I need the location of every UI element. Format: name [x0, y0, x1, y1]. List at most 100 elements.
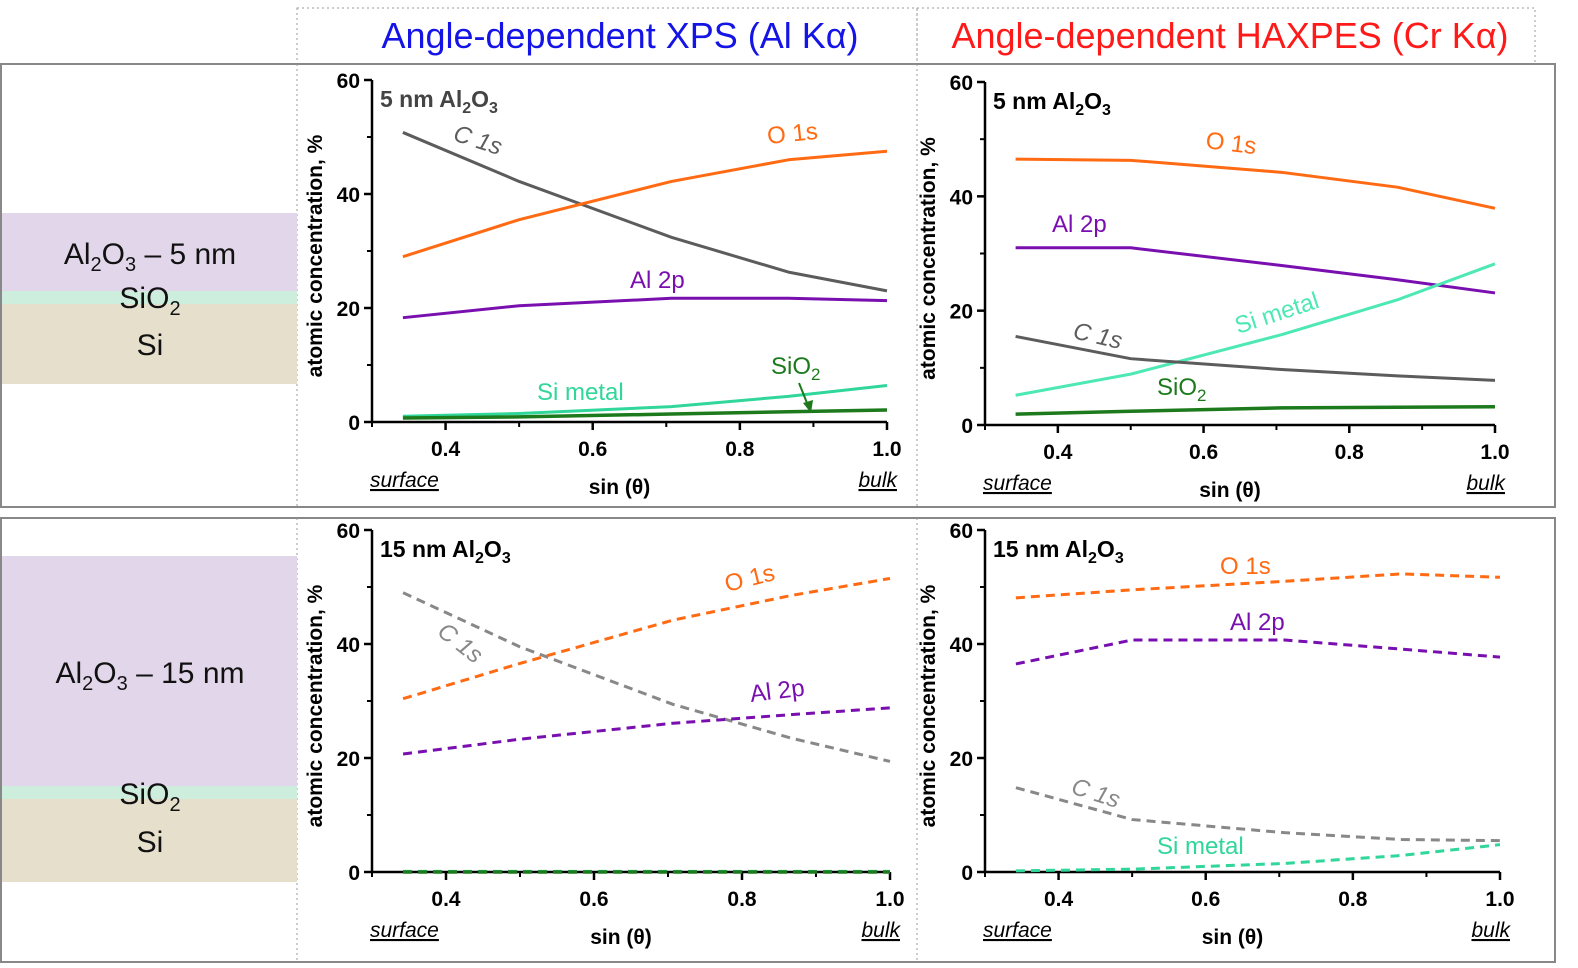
label-part: O [1220, 553, 1245, 580]
x-tick-label: 1.0 [1480, 441, 1509, 464]
panel-title-part: 3 [502, 550, 511, 567]
panel-title-part: 2 [1075, 102, 1084, 119]
panel-title-part: O [471, 86, 489, 112]
series-label-al-2p: Al 2p [748, 674, 806, 707]
y-tick-label: 60 [950, 520, 973, 543]
series-line-o-1s [1015, 157, 1496, 210]
panel-title-part: 3 [1102, 102, 1111, 119]
label-part: Al [748, 678, 779, 708]
series-label-si-metal: Si metal [1232, 287, 1323, 339]
y-tick-label: 40 [950, 186, 973, 209]
label-part: s [1259, 553, 1271, 580]
series-line-si-metal [402, 384, 888, 418]
x-tick-label: 0.4 [431, 438, 461, 461]
x-tick-label: 0.8 [727, 888, 757, 911]
series-line-o-1s [1015, 572, 1501, 600]
label-part: 1 [791, 119, 807, 147]
layer-label-si-15nm: Si [137, 826, 164, 859]
layer-si-5nm [2, 304, 297, 384]
series-line-c-1s [1015, 334, 1496, 382]
y-axis-title: atomic concentration, % [917, 137, 940, 380]
row-frame-bottom [0, 517, 1556, 963]
label-part: C [1071, 318, 1100, 350]
label-part: 2 [776, 676, 793, 704]
label-part: Si metal [537, 379, 624, 406]
y-tick-label: 60 [337, 70, 360, 93]
panel-haxpes-15nm: 0 20 40 60 0.4 0.6 0.8 1.0 atomic concentration,… [917, 520, 1515, 949]
x-tick-label: 0.8 [725, 438, 755, 461]
label-part: 1 [1094, 323, 1113, 352]
series-line-sio2 [1015, 404, 1496, 416]
x-tick-label: 0.8 [1338, 888, 1368, 911]
label-part: s [804, 118, 819, 146]
series-line-o-1s [402, 149, 888, 259]
y-tick-label: 20 [337, 748, 360, 771]
y-axis-title: atomic concentration, % [917, 584, 940, 827]
series-line-c-1s [402, 591, 891, 763]
label-part: Al [630, 267, 658, 294]
layer-al2o3-15nm [2, 556, 297, 786]
y-tick-label: 20 [337, 298, 360, 321]
panel-title-part: 3 [1115, 550, 1124, 567]
y-tick-label: 40 [337, 184, 360, 207]
label-part: p [790, 674, 807, 702]
series-label-o-1s: O 1s [1220, 553, 1271, 580]
x-tick-label: 1.0 [875, 888, 904, 911]
label-part: s [1107, 326, 1125, 355]
x-tick-label: 0.8 [1335, 441, 1365, 464]
layer-sio2-15nm [2, 786, 297, 799]
label-part: 2 [1258, 609, 1271, 636]
series-line-si-metal [1015, 843, 1501, 873]
y-tick-label: 0 [348, 862, 360, 885]
panel-title-part: 3 [489, 100, 498, 117]
header-row: Angle-dependent XPS (Al Kα) Angle-depend… [296, 7, 1536, 65]
series-label-o-1s: O 1s [766, 118, 819, 150]
layer-sio2-5nm [2, 291, 297, 304]
series-label-c-1s: C 1s [1068, 773, 1123, 814]
bulk-label: bulk [861, 919, 901, 942]
y-tick-label: 40 [950, 634, 973, 657]
series-line-c-1s [1015, 786, 1501, 843]
bulk-label: bulk [858, 469, 898, 492]
layer-label-si-5nm: Si [137, 329, 164, 362]
series-label-al-2p: Al 2p [630, 267, 685, 294]
x-tick-label: 0.6 [578, 438, 607, 461]
panel-haxpes-5nm: 0 20 40 60 0.4 0.6 0.8 1.0 atomic concentration,… [917, 72, 1510, 502]
x-tick-label: 0.6 [1189, 441, 1218, 464]
panel-title-part: 15 nm Al [993, 536, 1088, 562]
label-part: SiO [1157, 374, 1197, 401]
panel-title-part: O [484, 536, 502, 562]
panel-title-part: O [1084, 88, 1102, 114]
label-part: 2 [811, 365, 820, 384]
label-part: 1 [747, 562, 766, 591]
x-axis-title: sin (θ) [590, 926, 652, 949]
y-tick-label: 0 [961, 862, 973, 885]
layer-si-15nm [2, 799, 297, 882]
x-tick-label: 1.0 [1485, 888, 1514, 911]
bulk-label: bulk [1466, 472, 1506, 495]
surface-label: surface [983, 472, 1052, 495]
surface-label: surface [983, 919, 1052, 942]
panel-title-part: 2 [1088, 550, 1097, 567]
bulk-label: bulk [1471, 919, 1511, 942]
series-line-al-2p [1015, 638, 1501, 666]
header-box-haxpes [916, 7, 1536, 65]
header-xps: Angle-dependent XPS (Al Kα) [381, 15, 858, 56]
label-part: Si metal [1157, 833, 1244, 860]
y-axis-title: atomic concentration, % [304, 134, 327, 377]
label-part: s [1243, 132, 1258, 160]
label-part: O [766, 120, 794, 150]
panel-title: 15 nm Al2O3 [380, 536, 511, 567]
y-tick-label: 20 [950, 301, 973, 324]
label-part: 1 [1245, 553, 1258, 580]
series-label-c-1s: C 1s [1071, 318, 1125, 355]
label-part: SiO [771, 353, 811, 380]
label-part: p [671, 267, 684, 294]
series-label-al-2p: Al 2p [1230, 609, 1285, 636]
label-part: Al [1052, 211, 1080, 238]
label-part: p [1093, 211, 1106, 238]
y-tick-label: 40 [337, 634, 360, 657]
panel-xps-5nm: 0 20 40 60 0.4 0.6 0.8 1.0 atomic concentration,… [304, 70, 902, 499]
series-label-sio2: SiO2 [771, 353, 820, 384]
layer-al2o3-5nm [2, 213, 297, 291]
